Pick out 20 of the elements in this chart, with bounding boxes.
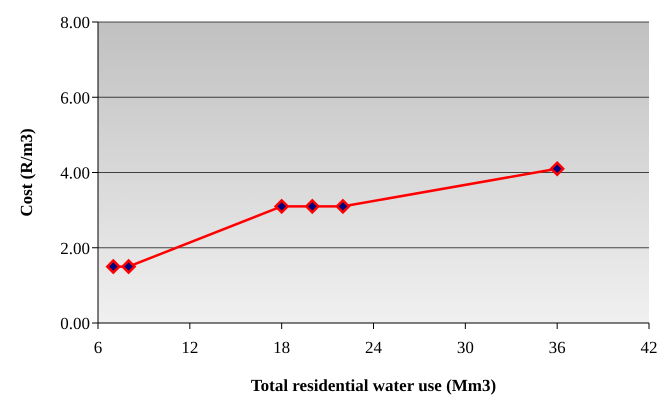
x-tick-label: 36 bbox=[548, 338, 566, 358]
point bbox=[550, 161, 564, 176]
point bbox=[106, 259, 121, 274]
y-tick-label: 8.00 bbox=[60, 13, 90, 32]
y-tick-label: 4.00 bbox=[60, 164, 90, 183]
point bbox=[121, 259, 136, 274]
x-tick-label: 30 bbox=[456, 338, 474, 358]
x-tick-label: 24 bbox=[365, 338, 382, 358]
y-axis-title: Cost (R/m3) bbox=[17, 128, 36, 217]
point bbox=[305, 199, 320, 214]
x-tick-label: 18 bbox=[273, 338, 290, 358]
x-tick-label: 6 bbox=[94, 338, 102, 358]
x-tick-label: 12 bbox=[181, 338, 198, 358]
y-tick-label: 0.00 bbox=[60, 314, 90, 334]
point bbox=[274, 199, 289, 214]
point bbox=[336, 199, 350, 214]
y-tick-label: 2.00 bbox=[60, 238, 90, 258]
x-tick-label: 42 bbox=[640, 338, 658, 358]
x-axis-title: Total residential water use (Mm3) bbox=[250, 376, 496, 395]
y-tick-label: 6.00 bbox=[60, 88, 90, 108]
